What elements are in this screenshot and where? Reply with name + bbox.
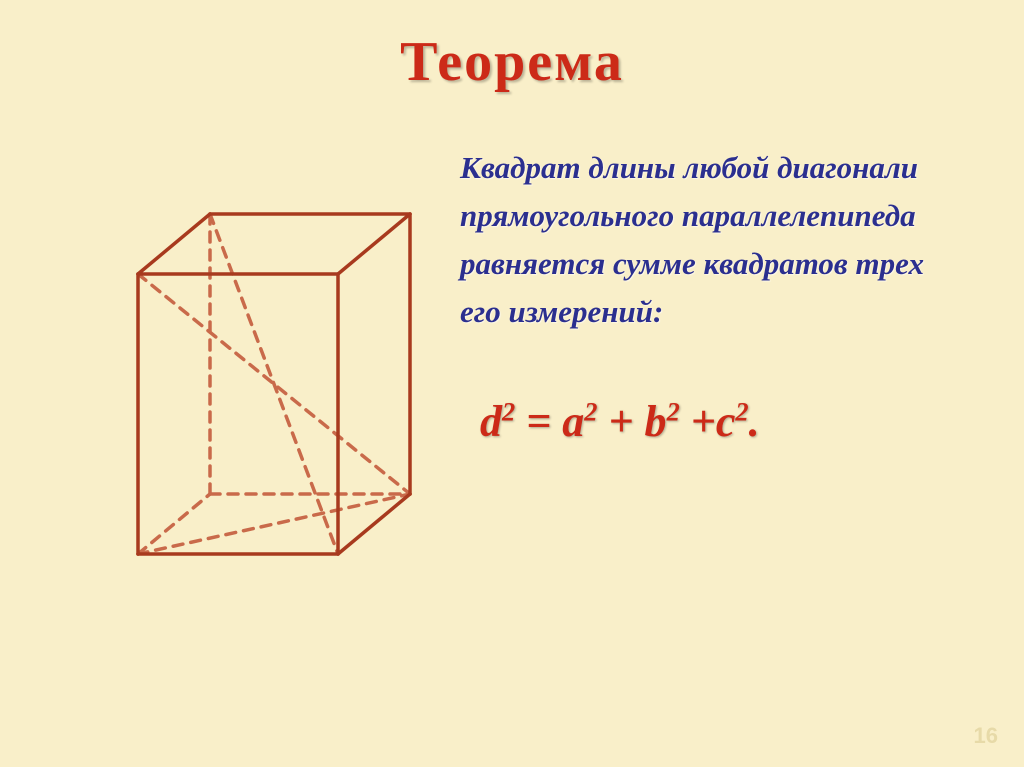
slide-number: 16: [974, 723, 998, 749]
formula: d2 = a2 + b2 +c2.: [480, 396, 964, 447]
slide: Теорема Квадрат длины любой диагонали пр…: [0, 0, 1024, 767]
content-row: Квадрат длины любой диагонали прямоуголь…: [40, 124, 984, 599]
slide-title: Теорема: [40, 30, 984, 94]
cuboid-svg: [60, 154, 420, 594]
text-block: Квадрат длины любой диагонали прямоуголь…: [460, 124, 964, 447]
theorem-text: Квадрат длины любой диагонали прямоуголь…: [460, 144, 964, 336]
parallelepiped-diagram: [60, 154, 420, 599]
